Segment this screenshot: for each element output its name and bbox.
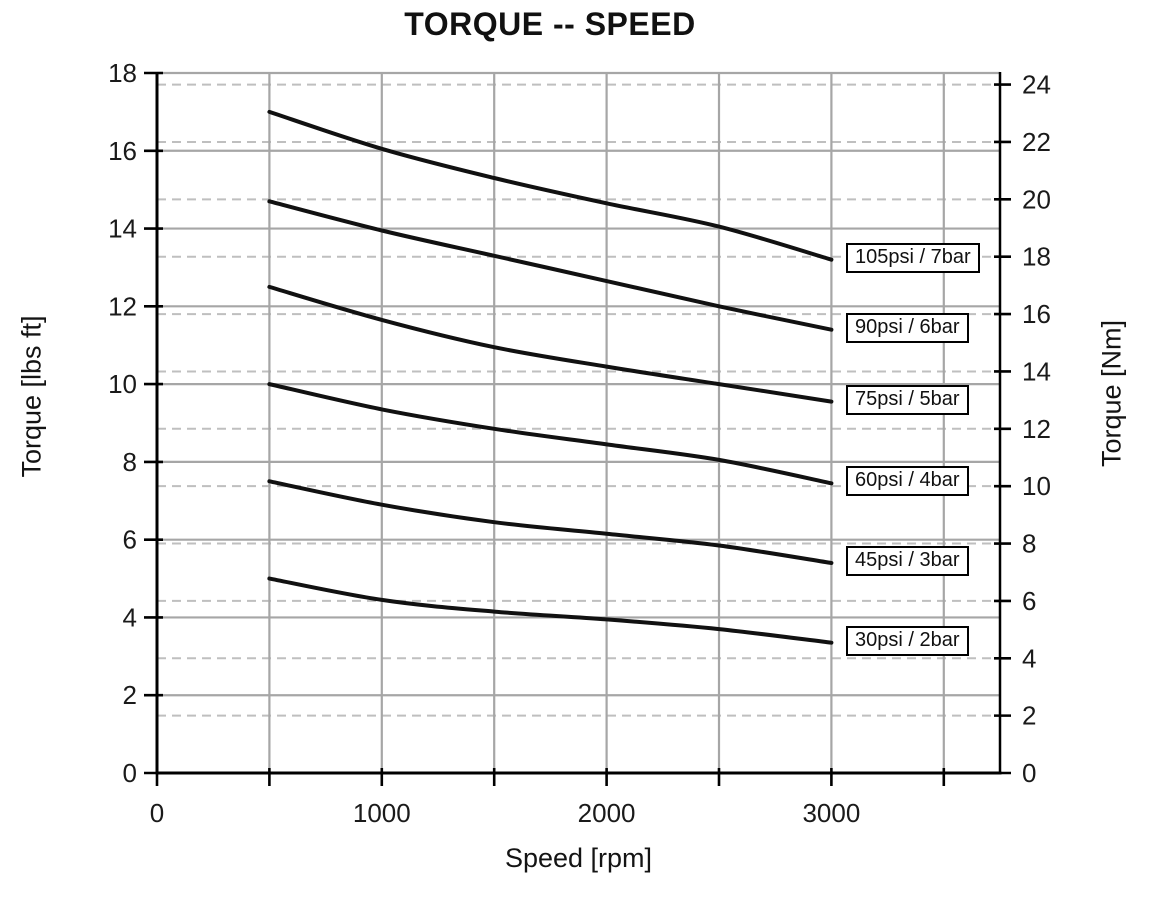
y-right-tick-label-2: 2 — [1022, 701, 1036, 731]
y-right-tick-label-12: 12 — [1022, 414, 1051, 444]
y-right-tick-label-4: 4 — [1022, 643, 1036, 673]
curve-105psi-7bar — [267, 109, 834, 262]
curve-label-30psi-2bar: 30psi / 2bar — [846, 625, 969, 656]
x-tick-label-1000: 1000 — [353, 798, 411, 828]
y-left-tick-label-0: 0 — [123, 758, 137, 788]
curve-30psi-2bar — [267, 576, 834, 645]
y-left-tick-label-4: 4 — [123, 602, 137, 632]
x-tick-label-3000: 3000 — [802, 798, 860, 828]
curve-label-45psi-3bar: 45psi / 3bar — [846, 546, 969, 576]
y-right-tick-label-20: 20 — [1022, 184, 1051, 214]
y-axis-label-left: Torque [lbs ft] — [16, 315, 47, 478]
y-left-tick-label-14: 14 — [108, 214, 137, 244]
y-left-tick-label-18: 18 — [108, 58, 137, 88]
y-left-tick-label-6: 6 — [123, 525, 137, 555]
curve-label-105psi-7bar: 105psi / 7bar — [846, 242, 980, 273]
curve-label-60psi-4bar: 60psi / 4bar — [846, 466, 969, 497]
y-axis-label-right: Torque [Nm] — [1096, 319, 1127, 468]
curve-75psi-5bar — [267, 284, 834, 404]
curve-45psi-3bar — [267, 479, 834, 565]
y-left-tick-label-2: 2 — [123, 680, 137, 710]
y-right-tick-label-16: 16 — [1022, 299, 1051, 329]
y-left-tick-label-12: 12 — [108, 291, 137, 321]
curve-90psi-6bar — [267, 199, 834, 332]
curve-label-75psi-5bar: 75psi / 5bar — [846, 384, 969, 415]
y-right-tick-label-14: 14 — [1022, 356, 1051, 386]
y-left-tick-label-8: 8 — [123, 447, 137, 477]
curve-60psi-4bar — [267, 382, 834, 486]
chart-title: TORQUE -- SPEED — [404, 6, 696, 42]
y-right-tick-label-22: 22 — [1022, 127, 1051, 157]
y-right-tick-label-8: 8 — [1022, 529, 1036, 559]
x-tick-label-0: 0 — [150, 798, 164, 828]
y-right-tick-label-24: 24 — [1022, 70, 1051, 100]
y-right-tick-label-6: 6 — [1022, 586, 1036, 616]
x-tick-label-2000: 2000 — [578, 798, 636, 828]
curve-label-90psi-6bar: 90psi / 6bar — [846, 312, 969, 343]
y-right-tick-label-18: 18 — [1022, 242, 1051, 272]
y-left-tick-label-10: 10 — [108, 369, 137, 399]
y-right-tick-label-0: 0 — [1022, 758, 1036, 788]
y-right-tick-label-10: 10 — [1022, 471, 1051, 501]
y-left-tick-label-16: 16 — [108, 136, 137, 166]
x-axis-label: Speed [rpm] — [504, 843, 653, 873]
